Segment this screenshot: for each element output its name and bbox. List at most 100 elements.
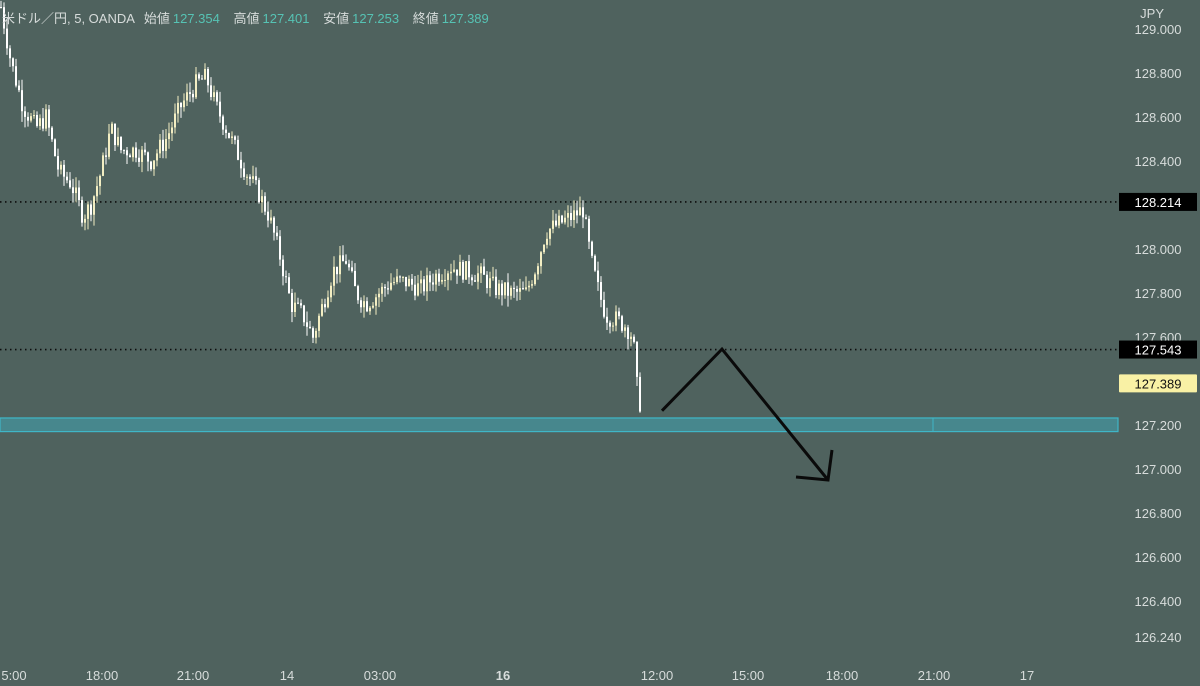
candle-body [66,176,68,181]
candle-body [402,276,404,278]
candle-body [459,261,461,276]
candle-body [390,282,392,290]
candle-body [318,315,320,331]
candle-body [51,127,53,140]
candle-body [384,286,386,289]
candle-body [174,113,176,128]
candle-body [84,218,86,223]
candle-body [243,168,245,177]
x-tick-label: 5:00 [1,668,26,683]
candle-body [81,200,83,223]
y-tick-label: 128.600 [1135,110,1182,125]
candle-body [588,218,590,242]
candle-body [303,305,305,323]
level-badge-label: 127.543 [1135,343,1182,358]
candle-body [45,109,47,129]
candle-body [585,217,587,219]
last-price-badge [1119,374,1197,393]
candle-body [366,301,368,312]
candle-body [96,186,98,197]
candle-body [636,341,638,377]
candle-body [240,159,242,169]
candle-body [117,136,119,146]
y-tick-label: 126.400 [1135,594,1182,609]
candle-body [24,111,26,117]
candle-body [519,288,521,292]
candle-body [429,275,431,283]
candle-body [624,327,626,331]
candle-body [78,187,80,201]
support-zone [0,417,1119,433]
candle-body [576,210,578,216]
candle-body [354,270,356,287]
candle-body [570,213,572,220]
candle-body [210,85,212,97]
x-tick-label: 16 [496,668,510,683]
candle-body [162,139,164,151]
candle-body [321,304,323,316]
candle-body [288,277,290,294]
candle-body [201,78,203,80]
candle-body [603,299,605,317]
candle-body [600,282,602,300]
candle-body [57,156,59,170]
candle-body [450,271,452,274]
candle-body [264,196,266,212]
candle-body [639,376,641,412]
candle-body [192,93,194,98]
candle-body [510,287,512,296]
candle-body [48,109,50,128]
candle-body [573,210,575,220]
y-tick-label: 126.800 [1135,506,1182,521]
candle-body [492,276,494,279]
x-tick-label: 21:00 [177,668,210,683]
y-tick-label: 128.000 [1135,242,1182,257]
candle-body [342,255,344,262]
candle-body [36,115,38,126]
candle-body [627,327,629,339]
candle-body [381,286,383,294]
candle-body [111,123,113,134]
candle-body [63,164,65,177]
candle-body [333,266,335,286]
y-tick-label: 126.600 [1135,550,1182,565]
candle-body [21,90,23,112]
symbol-label[interactable]: 米ドル／円, 5, OANDA [2,11,135,26]
candle-body [165,139,167,151]
candle-body [567,213,569,218]
candle-body [213,92,215,97]
x-tick-label: 12:00 [641,668,674,683]
candle-body [297,302,299,304]
x-tick-label: 18:00 [86,668,119,683]
candle-body [246,176,248,178]
candle-body [345,261,347,264]
y-tick-label: 128.400 [1135,154,1182,169]
candle-body [147,152,149,162]
candle-body [393,282,395,284]
candle-body [114,123,116,146]
candle-body [375,297,377,306]
currency-label[interactable]: JPY [1140,6,1164,21]
candle-body [621,316,623,331]
candle-body [327,297,329,308]
candle-body [6,28,8,49]
x-tick-label: 17 [1020,668,1034,683]
candle-body [312,328,314,338]
candle-body [279,236,281,260]
candle-body [435,273,437,285]
y-tick-label: 128.800 [1135,66,1182,81]
x-tick-label: 14 [280,668,294,683]
level-badge [1119,192,1197,211]
candle-body [387,288,389,290]
low-value: 127.253 [352,11,400,26]
y-tick-label: 127.200 [1135,418,1182,433]
candle-body [120,136,122,151]
candle-body [294,302,296,313]
candle-body [300,303,302,306]
candles [0,0,641,413]
candle-body [399,276,401,278]
candle-body [543,244,545,253]
candle-body [441,279,443,282]
